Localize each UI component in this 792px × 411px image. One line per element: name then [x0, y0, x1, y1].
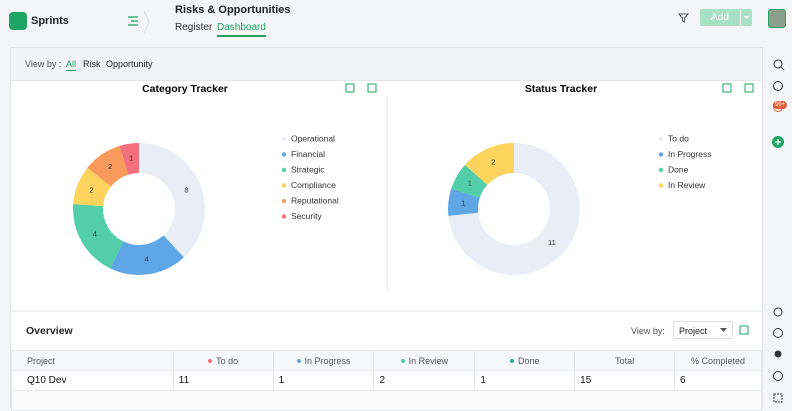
slice-label: 2 [491, 157, 495, 166]
slice-label: 2 [89, 185, 93, 194]
export-icon[interactable] [722, 83, 732, 93]
donut-slice [87, 145, 129, 187]
chart-title: Status Tracker [525, 83, 597, 95]
legend-label: Security [291, 211, 322, 221]
legend-dot [658, 183, 664, 188]
legend-label: Done [668, 164, 689, 174]
column-header[interactable]: In Review [373, 350, 476, 371]
export-icon[interactable] [345, 83, 355, 93]
filter-icon[interactable] [677, 11, 691, 25]
header-text: % Completed [690, 355, 746, 366]
view-by-label: View by: [631, 326, 665, 336]
add-dropdown[interactable] [741, 9, 752, 26]
column-header[interactable]: % Completed [674, 350, 762, 371]
overview-table: Project To do In Progress In Review Done… [11, 350, 762, 411]
app-name: Sprints [31, 15, 69, 27]
column-header[interactable]: In Progress [272, 350, 375, 371]
caret [744, 16, 749, 19]
cell: 6 [674, 370, 762, 391]
tab-active[interactable]: Dashboard [217, 22, 266, 37]
sidebar-toggle[interactable] [126, 15, 140, 27]
legend-label: Strategic [291, 164, 325, 174]
divider [143, 10, 150, 34]
caret [720, 328, 727, 332]
donut-slice [139, 143, 206, 258]
expand-icon[interactable] [739, 325, 749, 335]
expand-icon[interactable] [367, 83, 377, 93]
donut-slice [448, 188, 480, 216]
legend-label: To do [668, 133, 689, 143]
legend-dot [281, 136, 287, 142]
column-header[interactable]: To do [172, 350, 274, 371]
column-header[interactable]: Done [474, 350, 576, 371]
header-text: Done [517, 355, 540, 366]
add-button[interactable]: Add [700, 9, 740, 26]
cell: 11 [172, 370, 274, 391]
table-header: Project To do In Progress In Review Done… [11, 350, 762, 371]
legend-dot [281, 214, 287, 219]
legend-label: Reputational [291, 195, 339, 205]
slice-label: 1 [129, 154, 133, 163]
right-sidebar [772, 59, 785, 403]
dashboard-panel: View by : All Risk Opportunity Category … [10, 47, 763, 411]
filter-option[interactable]: Opportunity [106, 59, 153, 69]
slice-label: 4 [93, 229, 97, 238]
cell: 1 [474, 370, 576, 391]
legend-label: In Progress [668, 149, 711, 159]
donut-slice [73, 167, 111, 207]
header-text: Total [615, 355, 635, 366]
cell: 1 [272, 370, 375, 391]
legend-dot [281, 183, 287, 188]
slice-label: 2 [108, 162, 112, 171]
donut-slice [110, 235, 184, 275]
header-text: To do [216, 355, 239, 366]
charts-area: Category Tracker 8 Operational 4 Financial 4 S… [11, 83, 762, 312]
donut-slice [464, 143, 514, 185]
notification-badge: 99+ [773, 101, 788, 109]
legend-dot [658, 136, 664, 142]
app-logo[interactable] [9, 12, 27, 30]
chart-title: Category Tracker [142, 83, 228, 95]
legend-dot [658, 152, 664, 157]
tab[interactable]: Register [175, 22, 213, 33]
slice-label: 1 [468, 178, 472, 187]
overview-title: Overview [26, 325, 73, 337]
table-row [11, 390, 762, 411]
view-by-select[interactable]: Project [673, 321, 733, 339]
legend-dot [281, 152, 287, 157]
donut-slice [119, 143, 139, 175]
cell: Q10 Dev [11, 370, 174, 391]
header-text: In Progress [304, 355, 351, 366]
header-text: Project [27, 355, 56, 366]
view-by-value: Project [679, 326, 708, 336]
header-text: In Review [408, 355, 449, 366]
legend-label: Financial [291, 149, 325, 159]
avatar[interactable] [768, 9, 786, 28]
slice-label: 8 [184, 185, 188, 194]
donut-slice [451, 164, 488, 198]
column-header[interactable]: Total [574, 350, 675, 371]
donut-slice [73, 204, 124, 269]
legend-dot [658, 167, 664, 173]
filter-label: View by : [25, 59, 62, 69]
table-row[interactable]: Q10 Dev 11 1 2 1 15 6 [11, 370, 762, 391]
expand-icon[interactable] [744, 83, 754, 93]
filter-option-active[interactable]: All [66, 59, 77, 71]
legend-label: In Review [668, 180, 706, 190]
legend-label: Compliance [291, 180, 336, 190]
slice-label: 1 [461, 199, 465, 208]
legend-dot [281, 198, 287, 204]
filter-bar: View by : All Risk Opportunity [11, 48, 762, 81]
slice-label: 4 [145, 254, 149, 263]
legend-dot [281, 167, 287, 173]
cell: 15 [574, 370, 675, 391]
legend-label: Operational [291, 133, 335, 143]
filter-option[interactable]: Risk [83, 59, 101, 69]
page-title: Risks & Opportunities [175, 4, 291, 16]
cell: 2 [373, 370, 476, 391]
slice-label: 11 [548, 238, 556, 247]
column-header[interactable]: Project [11, 350, 174, 371]
donut-slice [448, 143, 581, 275]
